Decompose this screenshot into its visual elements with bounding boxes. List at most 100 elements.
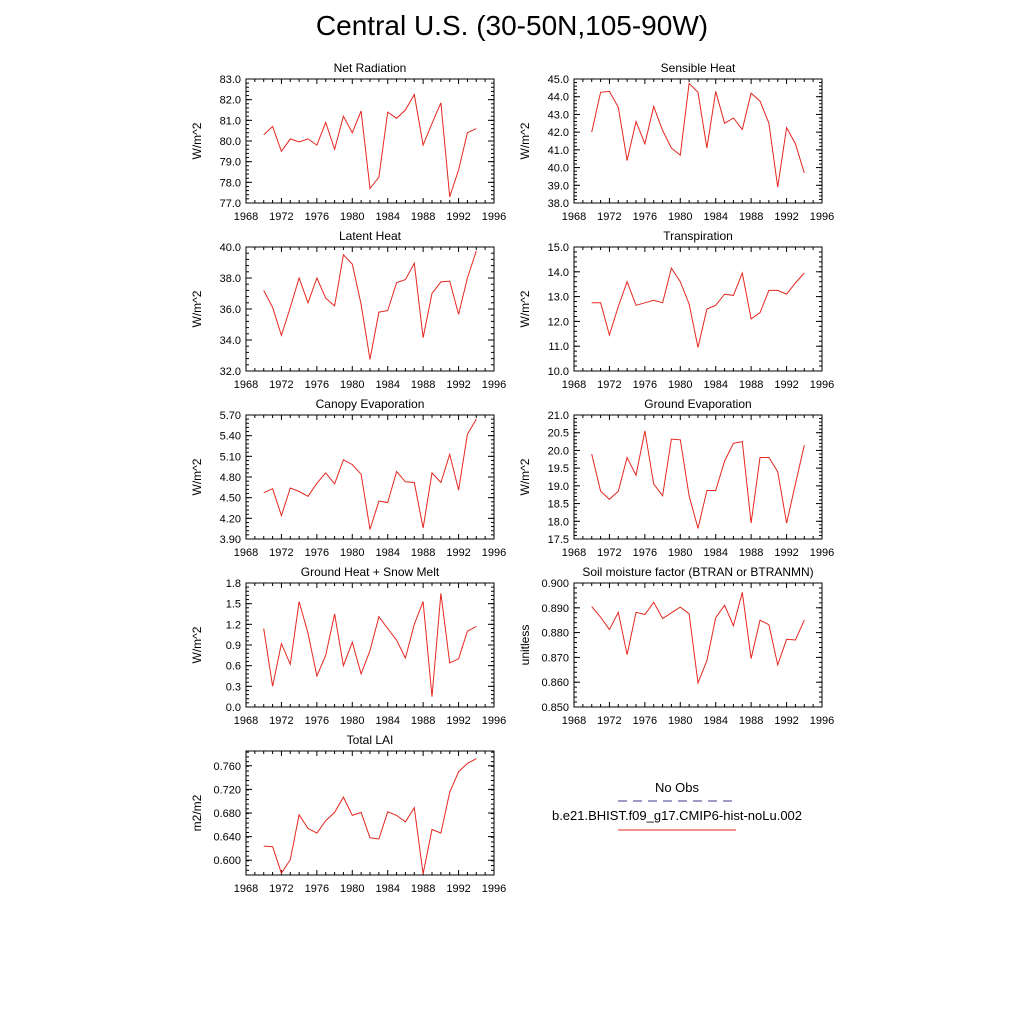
y-tick-label: 82.0: [220, 95, 241, 107]
x-tick-label: 1972: [597, 547, 621, 559]
x-tick-label: 1980: [668, 211, 692, 223]
y-tick-label: 20.5: [548, 428, 569, 440]
y-tick-label: 0.600: [213, 855, 241, 867]
x-tick-label: 1996: [810, 715, 834, 727]
y-tick-label: 0.850: [541, 702, 569, 714]
x-tick-label: 1984: [703, 715, 727, 727]
x-tick-label: 1976: [305, 715, 329, 727]
panel-title: Latent Heat: [339, 229, 402, 243]
y-tick-label: 38.0: [548, 198, 569, 210]
x-tick-label: 1976: [305, 547, 329, 559]
x-tick-label: 1984: [375, 715, 399, 727]
y-tick-label: 80.0: [220, 136, 241, 148]
x-tick-label: 1968: [562, 211, 586, 223]
panel-frame: [245, 414, 495, 540]
legend-model-label: b.e21.BHIST.f09_g17.CMIP6-hist-noLu.002: [552, 808, 802, 823]
y-tick-label: 36.0: [220, 304, 241, 316]
x-tick-label: 1992: [774, 715, 798, 727]
x-tick-label: 1980: [340, 547, 364, 559]
y-tick-label: 1.5: [226, 599, 241, 611]
y-axis-label: W/m^2: [518, 290, 532, 327]
x-tick-label: 1996: [810, 547, 834, 559]
y-tick-label: 14.0: [548, 267, 569, 279]
x-tick-label: 1984: [703, 379, 727, 391]
x-tick-label: 1980: [668, 715, 692, 727]
panel-sensible-heat: Sensible Heat W/m^2 1968 1972 1976 1980 1984 19…: [518, 61, 834, 223]
x-tick-label: 1972: [269, 715, 293, 727]
y-tick-label: 19.5: [548, 463, 569, 475]
x-tick-label: 1996: [482, 379, 506, 391]
x-tick-label: 1996: [482, 547, 506, 559]
panel-transpiration: Transpiration W/m^2 1968 1972 1976 1980 1984 19…: [518, 229, 834, 391]
x-tick-label: 1988: [411, 379, 435, 391]
series-line: [263, 418, 477, 530]
x-tick-label: 1976: [305, 211, 329, 223]
y-tick-label: 17.5: [548, 534, 569, 546]
x-tick-label: 1968: [562, 379, 586, 391]
panel-title: Net Radiation: [334, 61, 407, 75]
panel-title: Ground Evaporation: [644, 397, 751, 411]
y-tick-label: 5.70: [220, 410, 241, 422]
x-tick-label: 1972: [597, 715, 621, 727]
y-tick-label: 12.0: [548, 316, 569, 328]
y-tick-label: 38.0: [220, 273, 241, 285]
legend-obs-label: No Obs: [655, 780, 700, 795]
y-tick-label: 0.6: [226, 661, 241, 673]
y-tick-label: 77.0: [220, 198, 241, 210]
charts-group: Net Radiation W/m^2 1968 1972 1976 1980 1984 19…: [190, 61, 834, 895]
x-tick-label: 1996: [482, 211, 506, 223]
x-tick-label: 1984: [703, 547, 727, 559]
legend: No Obs b.e21.BHIST.f09_g17.CMIP6-hist-no…: [552, 780, 802, 831]
panel-title: Total LAI: [347, 733, 394, 747]
x-tick-label: 1988: [739, 379, 763, 391]
x-tick-label: 1996: [482, 715, 506, 727]
x-tick-label: 1984: [375, 379, 399, 391]
y-tick-label: 0.720: [213, 784, 241, 796]
x-tick-label: 1976: [633, 211, 657, 223]
panel-latent-heat: Latent Heat W/m^2 1968 1972 1976 1980 1984 1988…: [190, 229, 506, 391]
series-line: [591, 430, 805, 529]
y-axis-label: W/m^2: [190, 458, 204, 495]
x-tick-label: 1992: [446, 715, 470, 727]
y-axis-label: W/m^2: [190, 290, 204, 327]
y-tick-label: 32.0: [220, 366, 241, 378]
x-tick-label: 1976: [633, 379, 657, 391]
y-axis-label: W/m^2: [518, 122, 532, 159]
x-tick-label: 1988: [739, 211, 763, 223]
x-tick-label: 1980: [340, 715, 364, 727]
x-tick-label: 1984: [375, 547, 399, 559]
series-line: [263, 250, 477, 360]
x-tick-label: 1972: [597, 211, 621, 223]
x-tick-label: 1996: [810, 211, 834, 223]
y-tick-label: 0.640: [213, 832, 241, 844]
y-tick-label: 43.0: [548, 109, 569, 121]
y-tick-label: 0.870: [541, 652, 569, 664]
y-tick-label: 20.0: [548, 445, 569, 457]
x-tick-label: 1988: [739, 715, 763, 727]
y-tick-label: 0.890: [541, 603, 569, 615]
y-tick-label: 4.50: [220, 493, 241, 505]
x-tick-label: 1968: [562, 715, 586, 727]
y-tick-label: 41.0: [548, 145, 569, 157]
x-tick-label: 1972: [269, 883, 293, 895]
x-tick-label: 1984: [375, 883, 399, 895]
x-tick-label: 1992: [774, 547, 798, 559]
x-tick-label: 1976: [633, 715, 657, 727]
y-tick-label: 40.0: [220, 242, 241, 254]
y-tick-label: 3.90: [220, 534, 241, 546]
x-tick-label: 1968: [234, 379, 258, 391]
y-tick-label: 1.2: [226, 619, 241, 631]
x-tick-label: 1980: [340, 883, 364, 895]
page-title: Central U.S. (30-50N,105-90W): [315, 10, 709, 41]
y-tick-label: 44.0: [548, 92, 569, 104]
x-tick-label: 1992: [774, 379, 798, 391]
x-tick-label: 1984: [375, 211, 399, 223]
x-tick-label: 1996: [810, 379, 834, 391]
y-tick-label: 1.8: [226, 578, 241, 590]
y-axis-label: W/m^2: [518, 458, 532, 495]
y-tick-label: 15.0: [548, 242, 569, 254]
panel-frame: [573, 414, 823, 540]
series-line: [591, 82, 805, 188]
y-tick-label: 5.40: [220, 431, 241, 443]
x-tick-label: 1968: [562, 547, 586, 559]
